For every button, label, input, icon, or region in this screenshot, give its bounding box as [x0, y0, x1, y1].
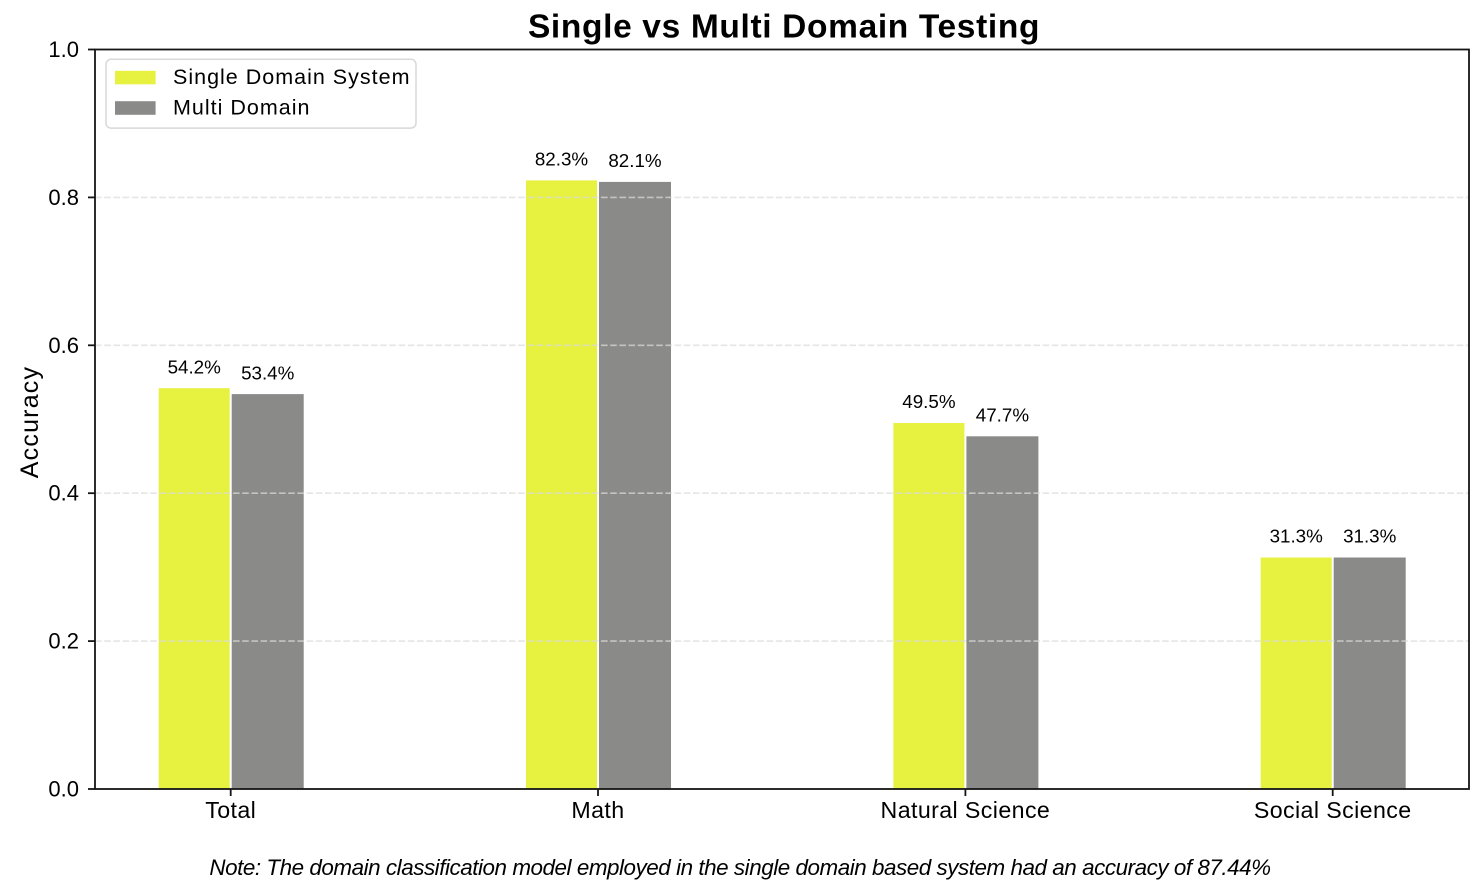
- svg-text:31.3%: 31.3%: [1343, 526, 1397, 547]
- svg-text:Single vs Multi Domain Testing: Single vs Multi Domain Testing: [528, 8, 1040, 45]
- svg-text:54.2%: 54.2%: [168, 356, 222, 377]
- svg-text:Multi Domain: Multi Domain: [173, 95, 310, 119]
- svg-text:53.4%: 53.4%: [241, 362, 295, 383]
- svg-text:0.6: 0.6: [48, 333, 79, 358]
- svg-text:Note: The domain classificatio: Note: The domain classification model em…: [209, 855, 1270, 880]
- svg-text:49.5%: 49.5%: [902, 391, 956, 412]
- svg-text:82.1%: 82.1%: [608, 150, 662, 171]
- svg-text:31.3%: 31.3%: [1270, 526, 1324, 547]
- svg-text:82.3%: 82.3%: [535, 149, 589, 170]
- svg-text:Accuracy: Accuracy: [16, 366, 44, 478]
- svg-text:0.8: 0.8: [48, 185, 79, 210]
- svg-text:0.0: 0.0: [48, 777, 79, 802]
- svg-text:0.4: 0.4: [48, 481, 79, 506]
- svg-text:0.2: 0.2: [48, 629, 79, 654]
- svg-text:47.7%: 47.7%: [976, 405, 1030, 426]
- svg-text:Total: Total: [205, 797, 256, 823]
- svg-text:Single Domain System: Single Domain System: [173, 65, 410, 89]
- svg-text:Social Science: Social Science: [1254, 797, 1412, 823]
- svg-text:1.0: 1.0: [48, 37, 79, 62]
- svg-text:Math: Math: [571, 797, 624, 823]
- svg-text:Natural Science: Natural Science: [881, 797, 1051, 823]
